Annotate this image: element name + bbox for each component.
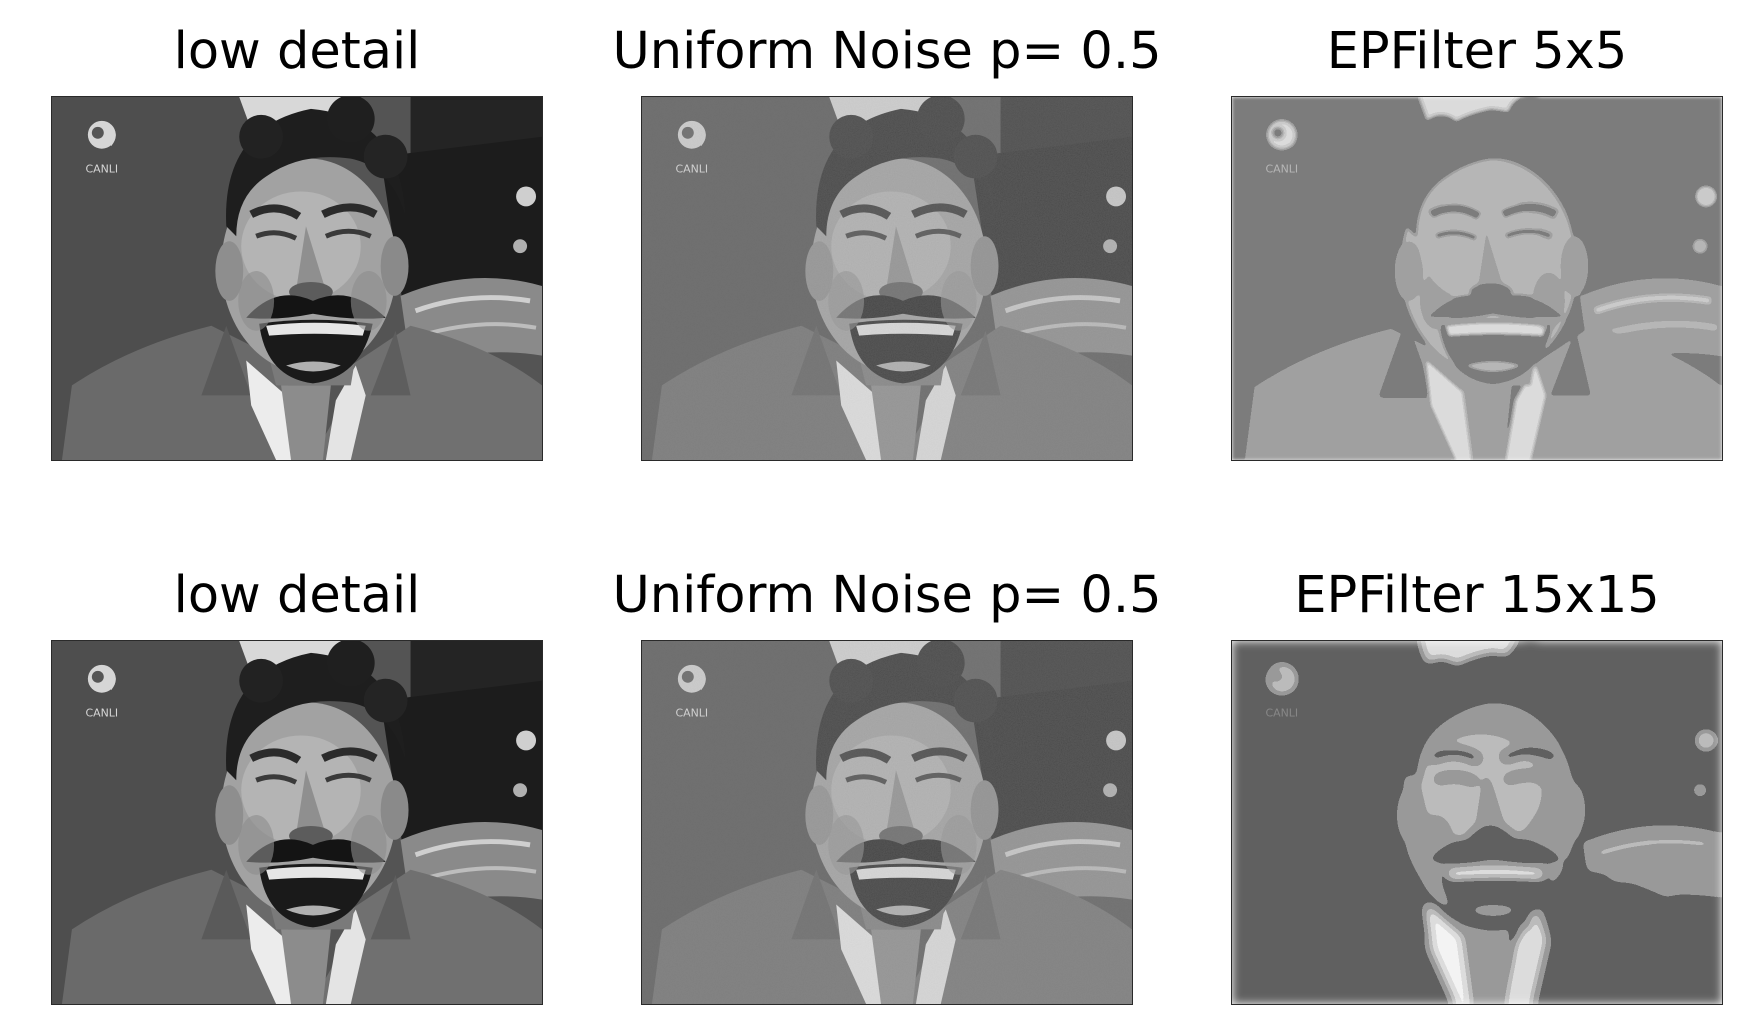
panel-title: low detail <box>173 566 421 625</box>
panel-title: Uniform Noise p= 0.5 <box>612 22 1162 81</box>
panel-filtered-15x15: EPFilter 15x15 CANLI <box>1231 566 1723 1006</box>
panel-filtered-5x5: EPFilter 5x5 CANLI <box>1231 22 1723 462</box>
channel-logo-text: CANLI <box>85 707 118 720</box>
panel-title: EPFilter 5x5 <box>1326 22 1628 81</box>
photo-original: CANLI <box>51 640 543 1005</box>
channel-logo-text: CANLI <box>1265 707 1298 720</box>
panel-title: EPFilter 15x15 <box>1294 566 1660 625</box>
photo-noisy: CANLI <box>641 96 1133 461</box>
panel-title: low detail <box>173 22 421 81</box>
panel-noisy-top: Uniform Noise p= 0.5 CANLI <box>612 22 1162 462</box>
channel-logo-text: CANLI <box>675 707 708 720</box>
photo-filtered-15x15: CANLI <box>1231 640 1723 1005</box>
panel-title: Uniform Noise p= 0.5 <box>612 566 1162 625</box>
panel-original-bottom: low detail CANLI <box>51 566 543 1006</box>
panel-noisy-bottom: Uniform Noise p= 0.5 CANLI <box>612 566 1162 1006</box>
photo-filtered-5x5: CANLI <box>1231 96 1723 461</box>
photo-original: CANLI <box>51 96 543 461</box>
channel-logo-text: CANLI <box>85 163 118 176</box>
panel-original-top: low detail CANLI <box>51 22 543 462</box>
photo-noisy: CANLI <box>641 640 1133 1005</box>
channel-logo-text: CANLI <box>675 163 708 176</box>
channel-logo-text: CANLI <box>1265 163 1298 176</box>
